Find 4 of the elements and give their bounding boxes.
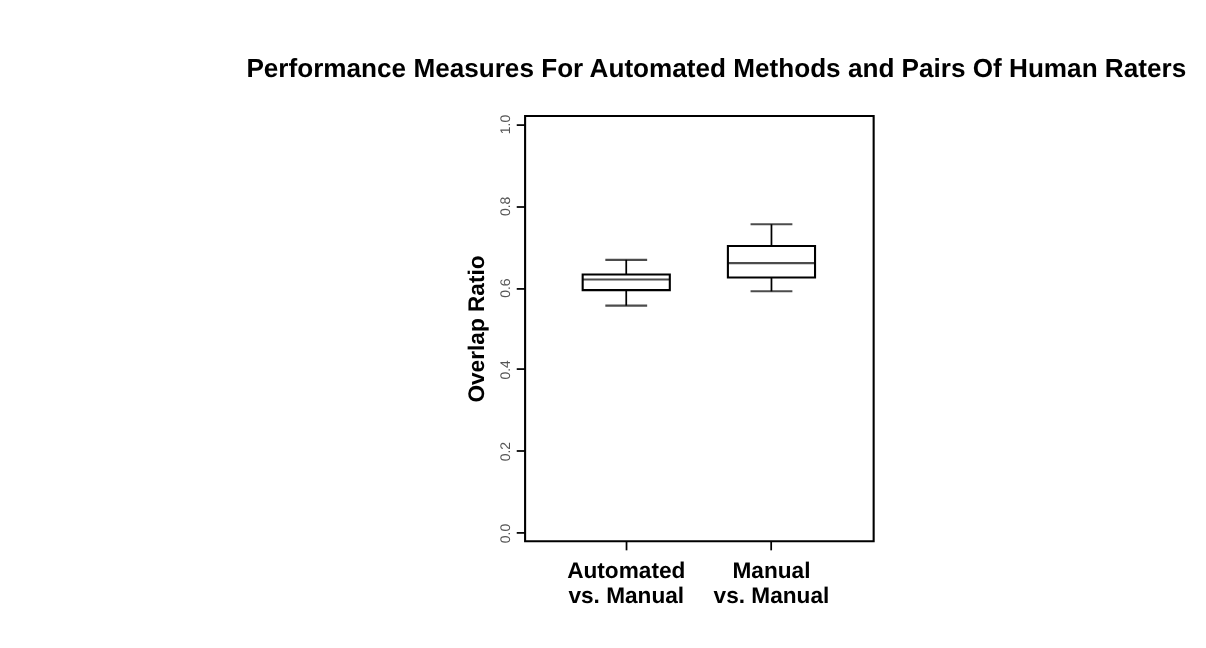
x-tick-label: Manual vs. Manual	[713, 560, 830, 609]
x-tick-label: Automated vs. Manual	[567, 560, 686, 609]
y-axis-title: Overlap Ratio	[465, 255, 490, 403]
chart-title: Performance Measures For Automated Methods and Pairs Of Human Raters	[246, 53, 1187, 84]
